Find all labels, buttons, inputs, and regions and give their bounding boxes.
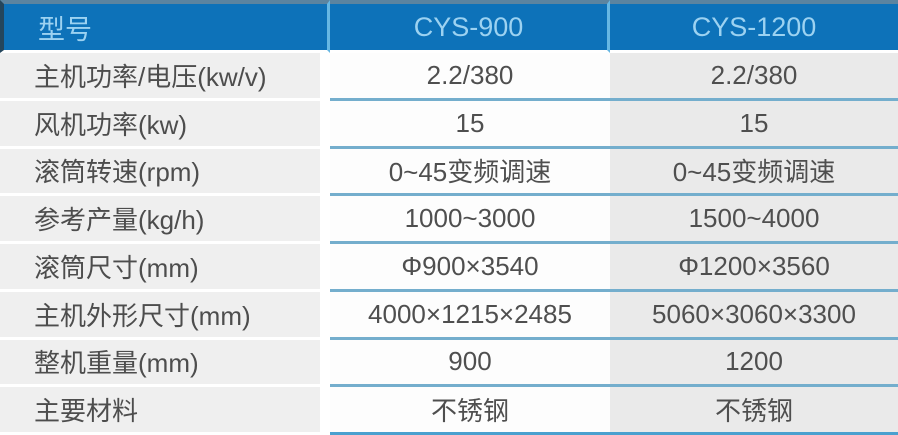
spec-label-capacity: 参考产量(kg/h) — [0, 196, 330, 244]
spec-value-total-weight-cys900: 900 — [330, 339, 610, 388]
spec-value-overall-size-cys900: 4000×1215×2485 — [330, 291, 610, 340]
spec-value-total-weight-cys1200: 1200 — [610, 339, 898, 388]
spec-value-capacity-cys900: 1000~3000 — [330, 196, 610, 244]
spec-label-fan-power: 风机功率(kw) — [0, 100, 330, 149]
spec-value-drum-size-cys1200: Φ1200×3560 — [610, 244, 898, 292]
spec-value-capacity-cys1200: 1500~4000 — [610, 196, 898, 244]
spec-label-drum-size: 滚筒尺寸(mm) — [0, 244, 330, 292]
header-cell-cys1200: CYS-1200 — [610, 0, 898, 53]
header-cell-model: 型号 — [0, 0, 330, 53]
spec-value-drum-size-cys900: Φ900×3540 — [330, 244, 610, 292]
spec-value-fan-power-cys900: 15 — [330, 100, 610, 149]
header-cell-cys900: CYS-900 — [330, 0, 610, 53]
spec-label-overall-size: 主机外形尺寸(mm) — [0, 291, 330, 340]
spec-value-material-cys900: 不锈钢 — [330, 387, 610, 435]
spec-value-main-power-cys900: 2.2/380 — [330, 53, 610, 101]
spec-value-fan-power-cys1200: 15 — [610, 100, 898, 149]
spec-value-drum-speed-cys900: 0~45变频调速 — [330, 148, 610, 197]
spec-value-drum-speed-cys1200: 0~45变频调速 — [610, 148, 898, 197]
spec-label-material: 主要材料 — [0, 387, 330, 435]
spec-label-main-power: 主机功率/电压(kw/v) — [0, 53, 330, 101]
spec-value-material-cys1200: 不锈钢 — [610, 387, 898, 435]
spec-label-drum-speed: 滚筒转速(rpm) — [0, 148, 330, 197]
spec-value-overall-size-cys1200: 5060×3060×3300 — [610, 291, 898, 340]
spec-label-total-weight: 整机重量(mm) — [0, 339, 330, 388]
spec-value-main-power-cys1200: 2.2/380 — [610, 53, 898, 101]
